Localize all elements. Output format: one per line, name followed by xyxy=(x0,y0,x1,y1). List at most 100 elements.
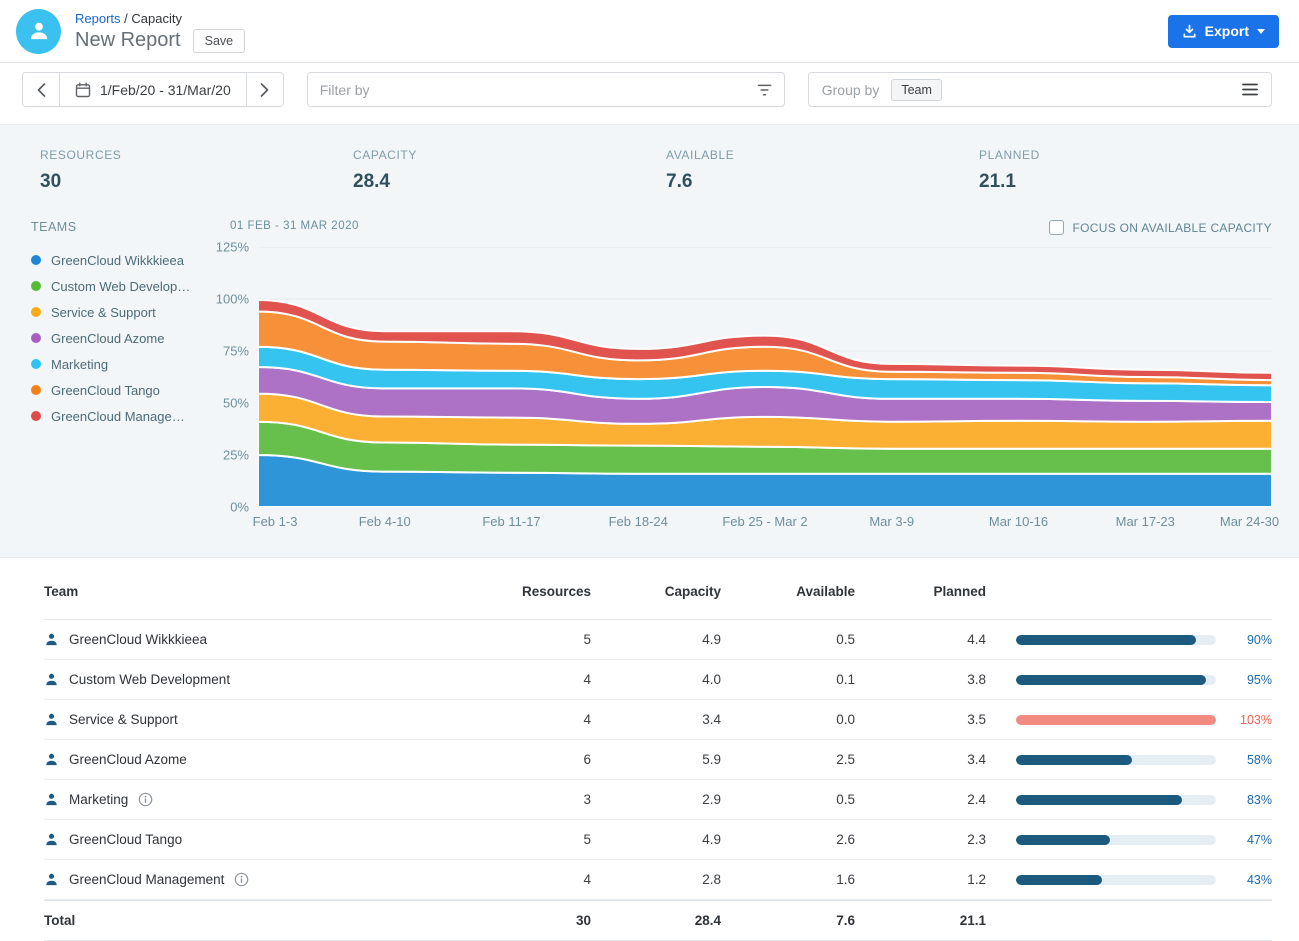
table-row[interactable]: GreenCloud Wikkkieea 5 4.9 0.5 4.4 90% xyxy=(44,620,1272,660)
resources-value: 5 xyxy=(583,832,591,847)
export-button-label: Export xyxy=(1204,23,1249,39)
legend-item-label: GreenCloud Azome xyxy=(51,330,165,346)
total-resources: 30 xyxy=(575,913,591,928)
table-row[interactable]: GreenCloud Management 4 2.8 1.6 1.2 43% xyxy=(44,860,1272,900)
utilization-bar-fill xyxy=(1016,674,1206,685)
utilization-percent: 90% xyxy=(1246,632,1272,647)
capacity-value: 4.9 xyxy=(702,832,721,847)
column-header-resources: Resources xyxy=(521,584,591,599)
legend-item-label: GreenCloud Manage… xyxy=(51,408,185,424)
filter-icon[interactable] xyxy=(757,83,772,97)
utilization-cell: 58% xyxy=(986,753,1272,767)
team-cell[interactable]: GreenCloud Azome xyxy=(44,752,465,767)
y-axis-tick-label: 75% xyxy=(222,343,249,359)
available-value: 0.1 xyxy=(836,672,855,687)
info-icon[interactable] xyxy=(234,872,249,887)
capacity-value: 2.9 xyxy=(702,792,721,807)
legend-dot-icon xyxy=(31,385,41,395)
chart-legend: TEAMS GreenCloud Wikkkieea Custom Web Dev… xyxy=(31,220,211,534)
legend-item[interactable]: GreenCloud Azome xyxy=(31,325,211,351)
available-value: 0.5 xyxy=(836,792,855,807)
legend-title: TEAMS xyxy=(31,220,77,234)
download-icon xyxy=(1183,24,1196,37)
team-cell[interactable]: Service & Support xyxy=(44,712,465,727)
user-avatar[interactable] xyxy=(16,8,61,54)
area-band-greencloud-management[interactable] xyxy=(258,299,1272,382)
x-axis-tick-label: Mar 24-30 xyxy=(1219,514,1280,529)
utilization-percent: 83% xyxy=(1246,792,1272,807)
group-by-control: Group by Team xyxy=(807,72,1272,107)
save-button[interactable]: Save xyxy=(192,28,246,53)
legend-item[interactable]: GreenCloud Tango xyxy=(31,377,211,403)
table-row[interactable]: GreenCloud Azome 6 5.9 2.5 3.4 58% xyxy=(44,740,1272,780)
date-range-button[interactable]: 1/Feb/20 - 31/Mar/20 xyxy=(60,73,246,106)
legend-item[interactable]: GreenCloud Wikkkieea xyxy=(31,247,211,273)
table-row[interactable]: Marketing 3 2.9 0.5 2.4 83% xyxy=(44,780,1272,820)
breadcrumb: Reports / Capacity xyxy=(75,10,245,27)
chart-panel: 01 FEB - 31 MAR 2020 FOCUS ON AVAILABLE … xyxy=(211,220,1279,534)
table-row[interactable]: GreenCloud Tango 5 4.9 2.6 2.3 47% xyxy=(44,820,1272,860)
app-header: Reports / Capacity New Report Save Expor… xyxy=(0,0,1299,63)
next-period-button[interactable] xyxy=(245,73,283,106)
team-icon xyxy=(46,873,57,886)
team-icon xyxy=(46,713,57,726)
team-cell[interactable]: Custom Web Development xyxy=(44,672,465,687)
legend-item[interactable]: GreenCloud Manage… xyxy=(31,403,211,429)
focus-available-capacity-toggle[interactable]: FOCUS ON AVAILABLE CAPACITY xyxy=(1048,220,1273,235)
legend-item[interactable]: Custom Web Develop… xyxy=(31,273,211,299)
focus-available-capacity-checkbox[interactable] xyxy=(1048,220,1064,235)
utilization-percent: 58% xyxy=(1246,752,1272,767)
y-axis-tick-label: 125% xyxy=(215,239,249,255)
menu-icon[interactable] xyxy=(1242,83,1258,96)
chevron-right-icon xyxy=(260,82,269,97)
export-button[interactable]: Export xyxy=(1167,14,1279,48)
team-icon xyxy=(46,793,57,806)
calendar-icon xyxy=(75,82,91,97)
utilization-bar-track xyxy=(1016,874,1216,885)
team-cell[interactable]: GreenCloud Wikkkieea xyxy=(44,632,465,647)
available-value: 2.6 xyxy=(836,832,855,847)
team-cell[interactable]: GreenCloud Tango xyxy=(44,832,465,847)
person-icon xyxy=(30,22,47,40)
group-by-chip-team[interactable]: Team xyxy=(891,78,942,101)
planned-value: 3.4 xyxy=(967,752,986,767)
table-row[interactable]: Custom Web Development 4 4.0 0.1 3.8 95% xyxy=(44,660,1272,700)
utilization-bar-fill xyxy=(1016,794,1182,805)
header-titles: Reports / Capacity New Report Save xyxy=(75,10,246,53)
caret-down-icon xyxy=(1257,28,1265,34)
stat-available: AVAILABLE 7.6 xyxy=(666,148,979,193)
team-name: GreenCloud Azome xyxy=(69,752,187,767)
column-header-capacity: Capacity xyxy=(664,584,721,599)
legend-dot-icon xyxy=(31,333,41,343)
date-range-control: 1/Feb/20 - 31/Mar/20 xyxy=(22,72,284,107)
legend-dot-icon xyxy=(31,411,41,421)
chart-period-label: 01 FEB - 31 MAR 2020 xyxy=(230,220,359,232)
utilization-percent: 47% xyxy=(1246,832,1272,847)
filter-input[interactable] xyxy=(319,81,757,98)
legend-dot-icon xyxy=(31,281,41,291)
x-axis-tick-label: Feb 18-24 xyxy=(608,514,668,529)
chart-y-axis: 0% 25% 50% 75% 100% 125% xyxy=(211,240,258,515)
info-icon[interactable] xyxy=(138,792,153,807)
table-header-row: Team Resources Capacity Available Planned xyxy=(44,564,1272,620)
team-cell[interactable]: Marketing xyxy=(44,792,465,807)
resources-value: 4 xyxy=(583,872,591,887)
stat-capacity: CAPACITY 28.4 xyxy=(353,148,666,193)
stacked-area-chart xyxy=(258,247,1272,507)
utilization-percent: 103% xyxy=(1240,712,1272,727)
total-available: 7.6 xyxy=(836,913,855,928)
available-value: 2.5 xyxy=(836,752,855,767)
utilization-cell: 103% xyxy=(986,713,1272,727)
breadcrumb-reports-link[interactable]: Reports xyxy=(75,10,121,26)
chevron-left-icon xyxy=(37,82,45,97)
previous-period-button[interactable] xyxy=(23,73,60,106)
table-row[interactable]: Service & Support 4 3.4 0.0 3.5 103% xyxy=(44,700,1272,740)
x-axis-tick-label: Feb 1-3 xyxy=(252,514,298,529)
legend-item[interactable]: Marketing xyxy=(31,351,211,377)
available-value: 1.6 xyxy=(836,872,855,887)
legend-item[interactable]: Service & Support xyxy=(31,299,211,325)
stat-resources: RESOURCES 30 xyxy=(40,148,353,193)
team-cell[interactable]: GreenCloud Management xyxy=(44,872,465,887)
y-axis-tick-label: 50% xyxy=(222,395,249,411)
stat-label: AVAILABLE xyxy=(666,148,735,162)
